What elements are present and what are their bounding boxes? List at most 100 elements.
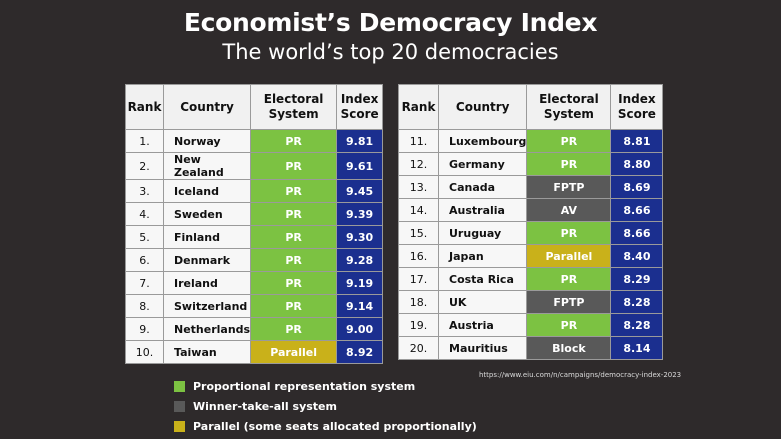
- legend-label-winner-take-all: Winner-take-all system: [193, 399, 337, 413]
- legend-item-pr: Proportional representation system: [174, 376, 477, 396]
- index-score-cell: 8.14: [610, 336, 664, 360]
- democracy-table-right: Rank Country Electoral System Index Score …: [398, 84, 664, 360]
- rank-cell: 1.: [125, 129, 164, 153]
- rank-cell: 14.: [398, 198, 439, 222]
- index-score-cell: 9.30: [336, 225, 384, 249]
- index-score-cell: 9.81: [336, 129, 384, 153]
- table-row: 3. Iceland PR 9.45: [125, 179, 384, 203]
- index-score-cell: 8.40: [610, 244, 664, 268]
- country-cell: Germany: [437, 152, 528, 176]
- country-cell: Netherlands: [162, 317, 252, 341]
- table-header-row: Rank Country Electoral System Index Score: [125, 84, 384, 130]
- legend: Proportional representation system Winne…: [174, 376, 477, 436]
- index-score-cell: 9.14: [336, 294, 384, 318]
- electoral-system-cell: PR: [250, 152, 338, 180]
- democracy-table-left: Rank Country Electoral System Index Score …: [125, 84, 384, 364]
- table-row: 17. Costa Rica PR 8.29: [398, 267, 664, 291]
- rank-cell: 11.: [398, 129, 439, 153]
- country-cell: Uruguay: [437, 221, 528, 245]
- table-header-row: Rank Country Electoral System Index Score: [398, 84, 664, 130]
- header-index-score: Index Score: [336, 84, 384, 130]
- page-subtitle: The world’s top 20 democracies: [222, 40, 559, 64]
- table-row: 9. Netherlands PR 9.00: [125, 317, 384, 341]
- rank-cell: 4.: [125, 202, 164, 226]
- electoral-system-cell: PR: [250, 129, 338, 153]
- table-row: 10. Taiwan Parallel 8.92: [125, 340, 384, 364]
- electoral-system-cell: PR: [526, 221, 612, 245]
- table-row: 12. Germany PR 8.80: [398, 152, 664, 176]
- index-score-cell: 9.45: [336, 179, 384, 203]
- rank-cell: 10.: [125, 340, 164, 364]
- rank-cell: 9.: [125, 317, 164, 341]
- table-row: 20. Mauritius Block 8.14: [398, 336, 664, 360]
- header-country: Country: [437, 84, 528, 130]
- index-score-cell: 8.69: [610, 175, 664, 199]
- country-cell: Sweden: [162, 202, 252, 226]
- table-row: 1. Norway PR 9.81: [125, 129, 384, 153]
- country-cell: Norway: [162, 129, 252, 153]
- country-cell: Ireland: [162, 271, 252, 295]
- table-row: 11. Luxembourg PR 8.81: [398, 129, 664, 153]
- legend-label-parallel: Parallel (some seats allocated proportio…: [193, 419, 477, 433]
- table-row: 5. Finland PR 9.30: [125, 225, 384, 249]
- rank-cell: 20.: [398, 336, 439, 360]
- electoral-system-cell: Parallel: [250, 340, 338, 364]
- electoral-system-cell: PR: [526, 152, 612, 176]
- legend-item-parallel: Parallel (some seats allocated proportio…: [174, 416, 477, 436]
- rank-cell: 17.: [398, 267, 439, 291]
- index-score-cell: 8.28: [610, 313, 664, 337]
- electoral-system-cell: AV: [526, 198, 612, 222]
- country-cell: Taiwan: [162, 340, 252, 364]
- country-cell: Australia: [437, 198, 528, 222]
- rank-cell: 18.: [398, 290, 439, 314]
- index-score-cell: 9.61: [336, 152, 384, 180]
- country-cell: UK: [437, 290, 528, 314]
- index-score-cell: 9.00: [336, 317, 384, 341]
- table-row: 8. Switzerland PR 9.14: [125, 294, 384, 318]
- rank-cell: 15.: [398, 221, 439, 245]
- electoral-system-cell: PR: [250, 202, 338, 226]
- electoral-system-cell: PR: [250, 294, 338, 318]
- rank-cell: 12.: [398, 152, 439, 176]
- table-row: 13. Canada FPTP 8.69: [398, 175, 664, 199]
- electoral-system-cell: PR: [250, 248, 338, 272]
- header-rank: Rank: [398, 84, 439, 130]
- index-score-cell: 8.29: [610, 267, 664, 291]
- country-cell: Finland: [162, 225, 252, 249]
- electoral-system-cell: Parallel: [526, 244, 612, 268]
- rank-cell: 3.: [125, 179, 164, 203]
- country-cell: Canada: [437, 175, 528, 199]
- rank-cell: 7.: [125, 271, 164, 295]
- table-row: 4. Sweden PR 9.39: [125, 202, 384, 226]
- table-row: 15. Uruguay PR 8.66: [398, 221, 664, 245]
- header-country: Country: [162, 84, 252, 130]
- electoral-system-cell: PR: [526, 129, 612, 153]
- electoral-system-cell: PR: [526, 267, 612, 291]
- index-score-cell: 9.19: [336, 271, 384, 295]
- electoral-system-cell: PR: [250, 179, 338, 203]
- country-cell: Switzerland: [162, 294, 252, 318]
- header-electoral-system: Electoral System: [526, 84, 612, 130]
- index-score-cell: 8.92: [336, 340, 384, 364]
- header-electoral-system: Electoral System: [250, 84, 338, 130]
- legend-swatch-winner-take-all: [174, 400, 185, 412]
- country-cell: Mauritius: [437, 336, 528, 360]
- legend-label-pr: Proportional representation system: [193, 379, 416, 393]
- header-rank: Rank: [125, 84, 164, 130]
- table-row: 18. UK FPTP 8.28: [398, 290, 664, 314]
- legend-item-winner-take-all: Winner-take-all system: [174, 396, 477, 416]
- index-score-cell: 8.28: [610, 290, 664, 314]
- rank-cell: 2.: [125, 152, 164, 180]
- country-cell: New Zealand: [162, 152, 252, 180]
- country-cell: Iceland: [162, 179, 252, 203]
- rank-cell: 6.: [125, 248, 164, 272]
- table-row: 7. Ireland PR 9.19: [125, 271, 384, 295]
- header-index-score: Index Score: [610, 84, 664, 130]
- rank-cell: 16.: [398, 244, 439, 268]
- rank-cell: 5.: [125, 225, 164, 249]
- index-score-cell: 9.39: [336, 202, 384, 226]
- index-score-cell: 8.80: [610, 152, 664, 176]
- table-row: 14. Australia AV 8.66: [398, 198, 664, 222]
- rank-cell: 19.: [398, 313, 439, 337]
- legend-swatch-pr: [174, 380, 185, 392]
